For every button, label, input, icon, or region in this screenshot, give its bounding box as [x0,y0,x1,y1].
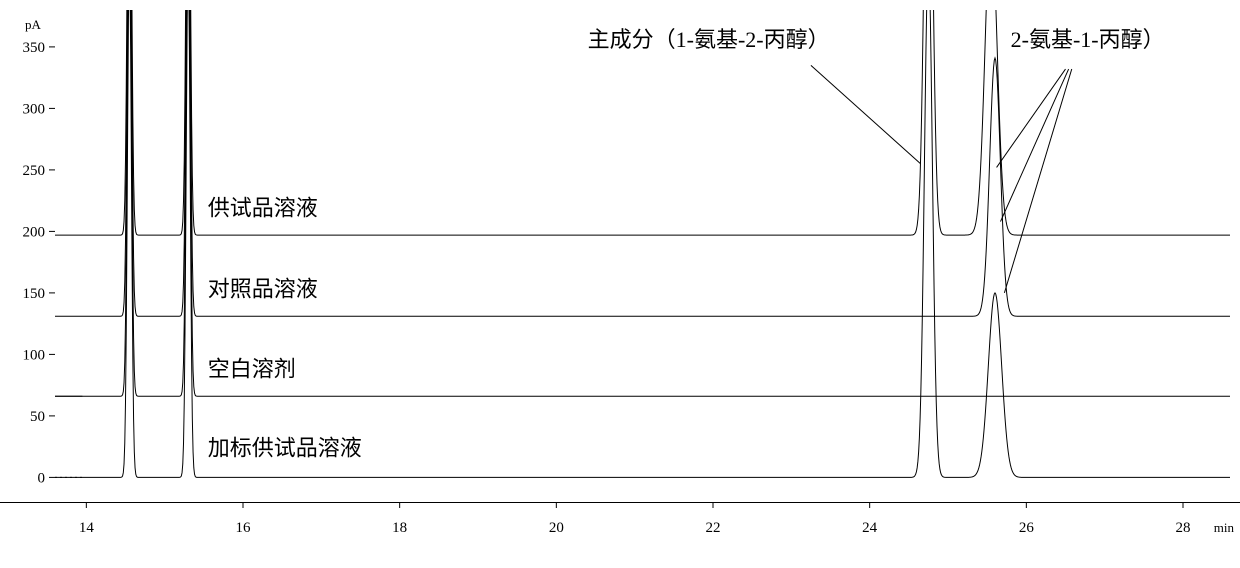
x-tick-label: 28 [1176,520,1191,536]
annotation-pointer [1004,69,1071,293]
peak-label-second_component: 2-氨基-1-丙醇） [1011,27,1165,52]
y-tick-label: 300 [23,101,46,117]
annotation-pointer [1000,69,1068,222]
y-tick-label: 50 [30,409,45,425]
y-tick-label: 200 [23,224,46,240]
y-tick-label: 350 [23,40,46,56]
y-tick-label: 100 [23,347,46,363]
y-tick-label: 150 [23,286,46,302]
x-axis-unit: min [1214,520,1235,535]
x-tick-label: 24 [862,520,878,536]
trace-label-blank_solvent: 空白溶剂 [208,357,296,382]
trace-spiked_test_solution [55,0,1230,477]
y-tick-label: 0 [38,470,46,486]
trace-label-test_solution: 供试品溶液 [208,195,318,220]
trace-label-reference_solution: 对照品溶液 [208,277,318,302]
chart-svg: 0 50 100 150 200 250 300 350 pA 14 16 18 20 22 24 26 28 m… [0,0,1240,568]
x-tick-label: 14 [79,520,95,536]
x-tick-label: 20 [549,520,564,536]
trace-label-spiked_test_solution: 加标供试品溶液 [208,435,362,460]
x-tick-label: 16 [236,520,252,536]
x-tick-label: 18 [392,520,407,536]
chromatogram-chart: 0 50 100 150 200 250 300 350 pA 14 16 18 20 22 24 26 28 m… [0,0,1240,568]
x-tick-label: 26 [1019,520,1035,536]
y-axis-unit: pA [25,17,42,32]
peak-label-main_component: 主成分（1-氨基-2-丙醇） [588,27,830,52]
y-tick-label: 250 [23,163,46,179]
annotation-pointer [811,65,921,163]
x-tick-label: 22 [706,520,721,536]
